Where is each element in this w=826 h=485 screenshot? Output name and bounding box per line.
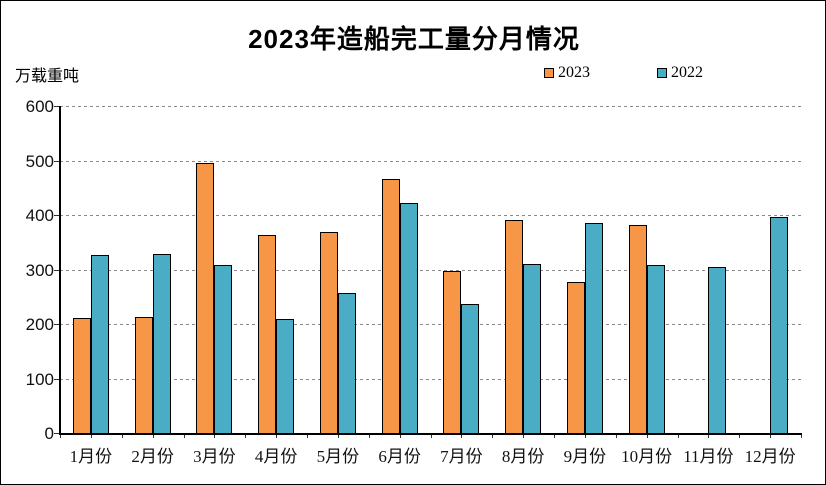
x-tick bbox=[337, 433, 339, 438]
x-tick bbox=[554, 433, 555, 438]
x-tick bbox=[492, 433, 494, 438]
y-tick-100 bbox=[54, 378, 59, 380]
bar-2023-2月份 bbox=[134, 317, 153, 433]
x-tick bbox=[430, 433, 432, 438]
gridline-200 bbox=[60, 324, 801, 325]
x-tick bbox=[523, 433, 525, 438]
bar-2023-10月份 bbox=[628, 225, 647, 433]
x-tick bbox=[770, 433, 772, 438]
x-tick bbox=[461, 433, 463, 438]
x-tick bbox=[677, 433, 679, 438]
x-tick-label-12: 12月份 bbox=[744, 447, 796, 466]
bar-2022-5月份 bbox=[337, 292, 356, 433]
bar-2023-1月份 bbox=[72, 318, 91, 433]
x-tick bbox=[245, 433, 247, 438]
x-tick bbox=[214, 433, 216, 438]
gridline-300 bbox=[60, 269, 801, 271]
y-tick-label-600: 600 bbox=[25, 97, 54, 116]
x-tick bbox=[121, 433, 123, 438]
bar-2022-12月份 bbox=[770, 216, 789, 433]
y-tick-label-0: 0 bbox=[44, 424, 54, 443]
bar-2023-4月份 bbox=[258, 234, 277, 433]
y-tick-600 bbox=[54, 106, 59, 107]
x-tick bbox=[584, 433, 586, 438]
y-tick-label-400: 400 bbox=[25, 206, 54, 225]
bar-2022-2月份 bbox=[152, 254, 171, 433]
y-tick-label-500: 500 bbox=[25, 151, 54, 171]
bar-2023-6月份 bbox=[381, 179, 400, 433]
legend-label-2022: 2022 bbox=[671, 64, 703, 81]
y-tick-label-300: 300 bbox=[25, 260, 54, 280]
y-tick-label-100: 100 bbox=[25, 369, 54, 389]
gridline-500 bbox=[60, 160, 801, 162]
x-tick-label-1: 1月份 bbox=[69, 447, 113, 466]
x-tick-label-2: 2月份 bbox=[131, 447, 174, 466]
y-axis-unit-label: 万载重吨 bbox=[15, 68, 80, 85]
bar-2022-3月份 bbox=[214, 264, 233, 433]
bar-2023-3月份 bbox=[196, 163, 215, 433]
x-tick bbox=[646, 433, 648, 438]
legend-label-2023: 2023 bbox=[558, 64, 590, 81]
y-tick-500 bbox=[54, 160, 59, 162]
x-tick bbox=[90, 433, 92, 438]
bar-2023-5月份 bbox=[319, 232, 338, 433]
x-tick-label-5: 5月份 bbox=[316, 447, 360, 466]
x-tick bbox=[615, 433, 617, 438]
x-tick bbox=[368, 433, 370, 438]
x-tick bbox=[307, 433, 308, 438]
x-tick bbox=[739, 433, 741, 438]
legend-swatch-2023 bbox=[544, 68, 554, 78]
x-tick-label-7: 7月份 bbox=[440, 447, 483, 466]
legend: 2023 2022 bbox=[1, 64, 825, 84]
x-tick bbox=[801, 433, 802, 438]
gridline-600 bbox=[60, 106, 801, 107]
y-tick-0 bbox=[54, 433, 59, 434]
x-tick bbox=[708, 433, 710, 438]
x-tick-label-3: 3月份 bbox=[193, 447, 236, 466]
chart-title: 2023年造船完工量分月情况 bbox=[248, 24, 580, 54]
bar-2022-11月份 bbox=[708, 267, 727, 433]
x-axis-line bbox=[59, 433, 802, 435]
bar-2022-8月份 bbox=[523, 264, 542, 433]
legend-item-2022: 2022 bbox=[657, 64, 703, 82]
y-tick-200 bbox=[54, 324, 59, 325]
x-tick bbox=[152, 433, 154, 438]
bar-2022-6月份 bbox=[399, 203, 418, 433]
x-tick bbox=[60, 433, 61, 438]
x-tick-label-11: 11月份 bbox=[683, 447, 734, 466]
x-tick-label-9: 9月份 bbox=[563, 447, 607, 466]
y-axis-line bbox=[59, 106, 61, 435]
bar-2022-7月份 bbox=[461, 304, 480, 433]
y-tick-300 bbox=[54, 269, 59, 271]
bar-2022-4月份 bbox=[276, 318, 295, 433]
x-tick-label-10: 10月份 bbox=[621, 447, 673, 466]
x-tick-label-8: 8月份 bbox=[501, 447, 545, 466]
bar-2022-9月份 bbox=[584, 222, 603, 433]
legend-item-2023: 2023 bbox=[544, 64, 590, 82]
bar-2023-8月份 bbox=[505, 220, 524, 433]
y-tick-label-200: 200 bbox=[25, 315, 54, 334]
x-tick-label-4: 4月份 bbox=[254, 447, 298, 466]
x-tick bbox=[399, 433, 401, 438]
x-tick bbox=[183, 433, 185, 438]
x-tick-label-6: 6月份 bbox=[378, 447, 421, 466]
x-tick bbox=[276, 433, 278, 438]
gridline-400 bbox=[60, 215, 801, 216]
bar-2023-9月份 bbox=[566, 282, 585, 433]
bar-2023-7月份 bbox=[443, 271, 462, 433]
bar-2022-1月份 bbox=[90, 255, 109, 433]
bar-2022-10月份 bbox=[646, 264, 665, 433]
y-tick-400 bbox=[54, 215, 59, 216]
gridline-100 bbox=[60, 378, 801, 380]
legend-swatch-2022 bbox=[657, 68, 667, 78]
plot-area: 0 100 200 300 400 500 600 1月份 2月份 3月份 4月份 5月份 6月份 7月份… bbox=[26, 97, 802, 466]
